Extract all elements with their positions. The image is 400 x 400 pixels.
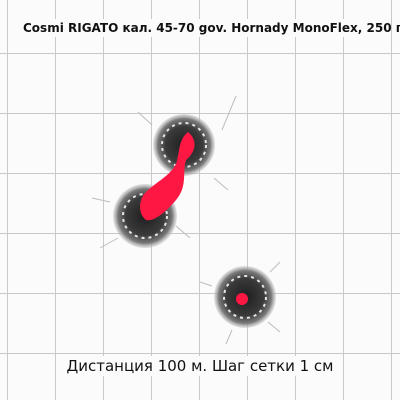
bullet-hole-group-2	[199, 261, 281, 345]
bullet-hole-group-1	[91, 95, 237, 249]
torn-hole-center	[140, 132, 195, 221]
hole-right-center	[236, 293, 248, 305]
target-caption: Дистанция 100 м. Шаг сетки 1 см	[65, 356, 335, 376]
target-title: Cosmi RIGATO кал. 45-70 gov. Hornady Mon…	[23, 19, 400, 37]
